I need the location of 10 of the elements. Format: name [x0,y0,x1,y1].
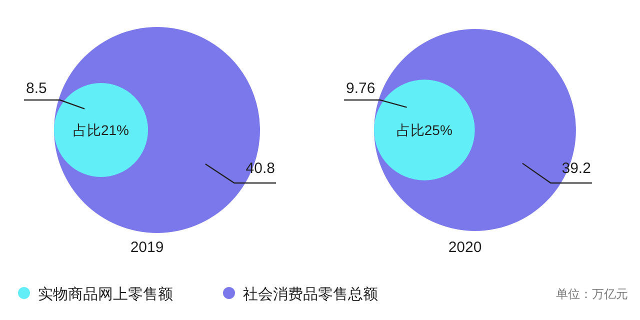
text: 占比25% [396,122,452,138]
data-label: 9.76 [346,80,376,97]
text: 2020 [448,239,482,256]
legend: 实物商品网上零售额 社会消费品零售总额 [18,286,378,303]
text: 占比21% [72,122,130,138]
data-label: 8.5 [26,80,47,97]
text: 2019 [130,239,164,256]
category-label: 社会消费品零售总额 [243,286,378,303]
category-label: 实物商品网上零售额 [38,286,173,303]
text: 单位：万亿元 [556,287,628,301]
